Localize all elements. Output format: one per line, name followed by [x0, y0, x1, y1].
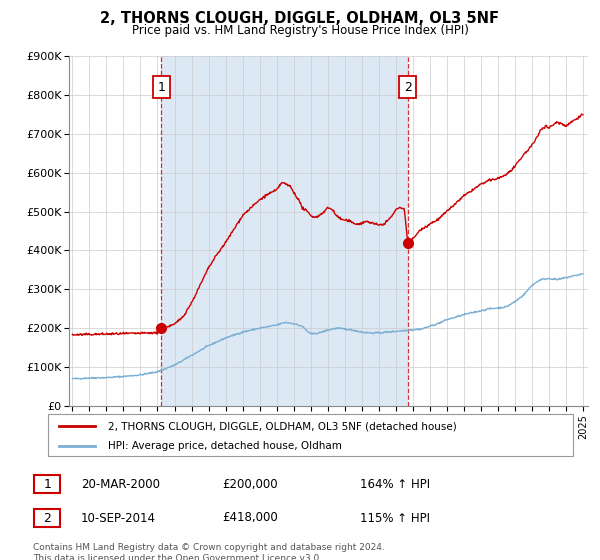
Text: Price paid vs. HM Land Registry's House Price Index (HPI): Price paid vs. HM Land Registry's House … — [131, 24, 469, 36]
Text: 1: 1 — [157, 81, 165, 94]
Text: 115% ↑ HPI: 115% ↑ HPI — [360, 511, 430, 525]
Text: 1: 1 — [43, 478, 52, 491]
FancyBboxPatch shape — [48, 414, 573, 456]
Bar — [161, 56, 408, 406]
Text: 164% ↑ HPI: 164% ↑ HPI — [360, 478, 430, 491]
FancyBboxPatch shape — [34, 475, 61, 493]
Text: 2, THORNS CLOUGH, DIGGLE, OLDHAM, OL3 5NF (detached house): 2, THORNS CLOUGH, DIGGLE, OLDHAM, OL3 5N… — [109, 421, 457, 431]
Text: £418,000: £418,000 — [222, 511, 278, 525]
Text: £200,000: £200,000 — [222, 478, 278, 491]
FancyBboxPatch shape — [34, 509, 61, 527]
Text: 10-SEP-2014: 10-SEP-2014 — [81, 511, 156, 525]
Text: 2: 2 — [43, 511, 52, 525]
Text: HPI: Average price, detached house, Oldham: HPI: Average price, detached house, Oldh… — [109, 441, 342, 451]
Text: 20-MAR-2000: 20-MAR-2000 — [81, 478, 160, 491]
Text: 2: 2 — [404, 81, 412, 94]
Text: 2, THORNS CLOUGH, DIGGLE, OLDHAM, OL3 5NF: 2, THORNS CLOUGH, DIGGLE, OLDHAM, OL3 5N… — [101, 11, 499, 26]
Text: Contains HM Land Registry data © Crown copyright and database right 2024.
This d: Contains HM Land Registry data © Crown c… — [33, 543, 385, 560]
